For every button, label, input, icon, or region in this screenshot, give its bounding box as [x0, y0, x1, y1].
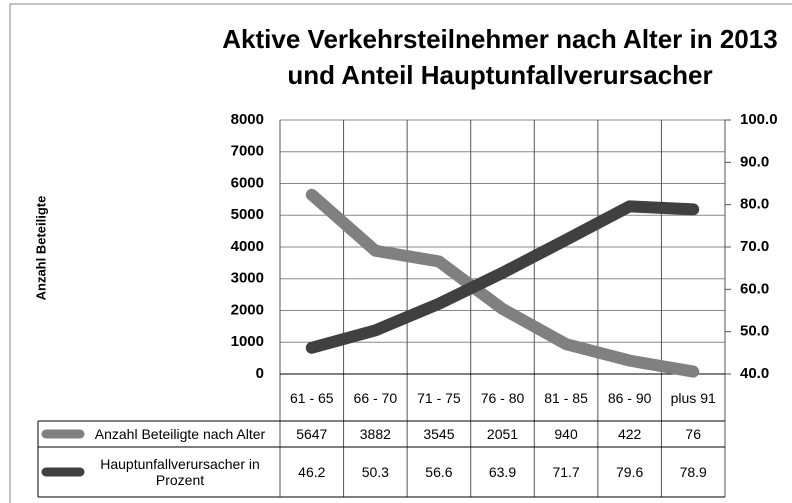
- y2-tick-label: 50.0: [740, 323, 769, 340]
- table-cell: Anzahl Beteiligte nach Alter: [94, 426, 266, 442]
- table-cell: 78.9: [679, 464, 707, 480]
- data-table-value: 422: [617, 426, 642, 442]
- y-tick-label: 4000: [231, 238, 264, 255]
- table-cell: 66 - 70: [353, 389, 398, 406]
- category-label: 76 - 80: [480, 389, 525, 406]
- table-cell: plus 91: [670, 389, 716, 406]
- table-cell: 50.3: [361, 464, 389, 480]
- data-table-value: 2051: [486, 426, 519, 442]
- data-table-value: 50.3: [361, 464, 389, 480]
- y2-tick-label: 60.0: [740, 280, 769, 297]
- table-cell: 79.6: [616, 464, 644, 480]
- table-cell: 76 - 80: [480, 389, 525, 406]
- y2-tick-label: 100.0: [740, 111, 778, 128]
- chart-title: Aktive Verkehrsteilnehmer nach Alter in …: [222, 24, 777, 54]
- table-cell: 71 - 75: [417, 389, 461, 406]
- table-cell: 86 - 90: [607, 389, 652, 406]
- data-table-value: 46.2: [298, 464, 326, 480]
- table-cell: 2051: [486, 426, 519, 442]
- y2-tick-label: 70.0: [740, 238, 769, 255]
- y-tick-label: 8000: [231, 111, 264, 128]
- table-cell: 76: [685, 426, 701, 442]
- category-label: 71 - 75: [417, 389, 461, 406]
- table-cell: 81 - 85: [544, 389, 588, 406]
- y2-tick-label: 80.0: [740, 196, 769, 213]
- data-table-value: 71.7: [552, 464, 580, 480]
- table-cell: 940: [554, 426, 578, 442]
- category-label: 86 - 90: [607, 389, 652, 406]
- data-table-value: 5647: [296, 426, 328, 442]
- data-table-value: 3882: [359, 426, 391, 442]
- category-label: 66 - 70: [353, 389, 398, 406]
- y-tick-label: 3000: [231, 270, 264, 287]
- y2-tick-label: 40.0: [740, 365, 769, 382]
- table-cell: 56.6: [425, 464, 453, 480]
- data-table-value: 78.9: [679, 464, 707, 480]
- y2-tick-label: 90.0: [740, 153, 769, 170]
- table-cell: 3882: [359, 426, 391, 442]
- category-label: 81 - 85: [544, 389, 588, 406]
- y-tick-label: 7000: [231, 143, 264, 160]
- y-tick-label: 2000: [231, 301, 264, 318]
- category-label: 61 - 65: [289, 389, 334, 406]
- table-cell: 71.7: [552, 464, 580, 480]
- y-tick-label: 1000: [231, 333, 264, 350]
- table-cell: 63.9: [488, 464, 517, 480]
- series-line: [305, 188, 700, 378]
- y-tick-label: 6000: [231, 174, 264, 191]
- y-tick-label: 5000: [231, 206, 264, 223]
- table-cell: 5647: [296, 426, 328, 442]
- data-table-value: 79.6: [616, 464, 644, 480]
- table-cell: 61 - 65: [289, 389, 334, 406]
- data-table-value: 940: [554, 426, 578, 442]
- series-line: [305, 200, 700, 354]
- table-cell: Hauptunfallverursacher in Prozent: [100, 456, 260, 488]
- category-label: plus 91: [670, 389, 716, 406]
- data-table-value: 76: [685, 426, 701, 442]
- legend-label: Hauptunfallverursacher in Prozent: [100, 456, 260, 488]
- table-cell: 3545: [423, 426, 455, 442]
- y-tick-label: 0: [256, 365, 264, 382]
- chart-title: und Anteil Hauptunfallverursacher: [287, 60, 712, 90]
- table-cell: 46.2: [298, 464, 326, 480]
- data-table-value: 3545: [423, 426, 455, 442]
- table-cell: 422: [617, 426, 642, 442]
- legend-label: Anzahl Beteiligte nach Alter: [94, 426, 266, 442]
- y-axis-label: Anzahl Beteiligte: [33, 196, 48, 301]
- data-table-value: 56.6: [425, 464, 453, 480]
- data-table-value: 63.9: [488, 464, 517, 480]
